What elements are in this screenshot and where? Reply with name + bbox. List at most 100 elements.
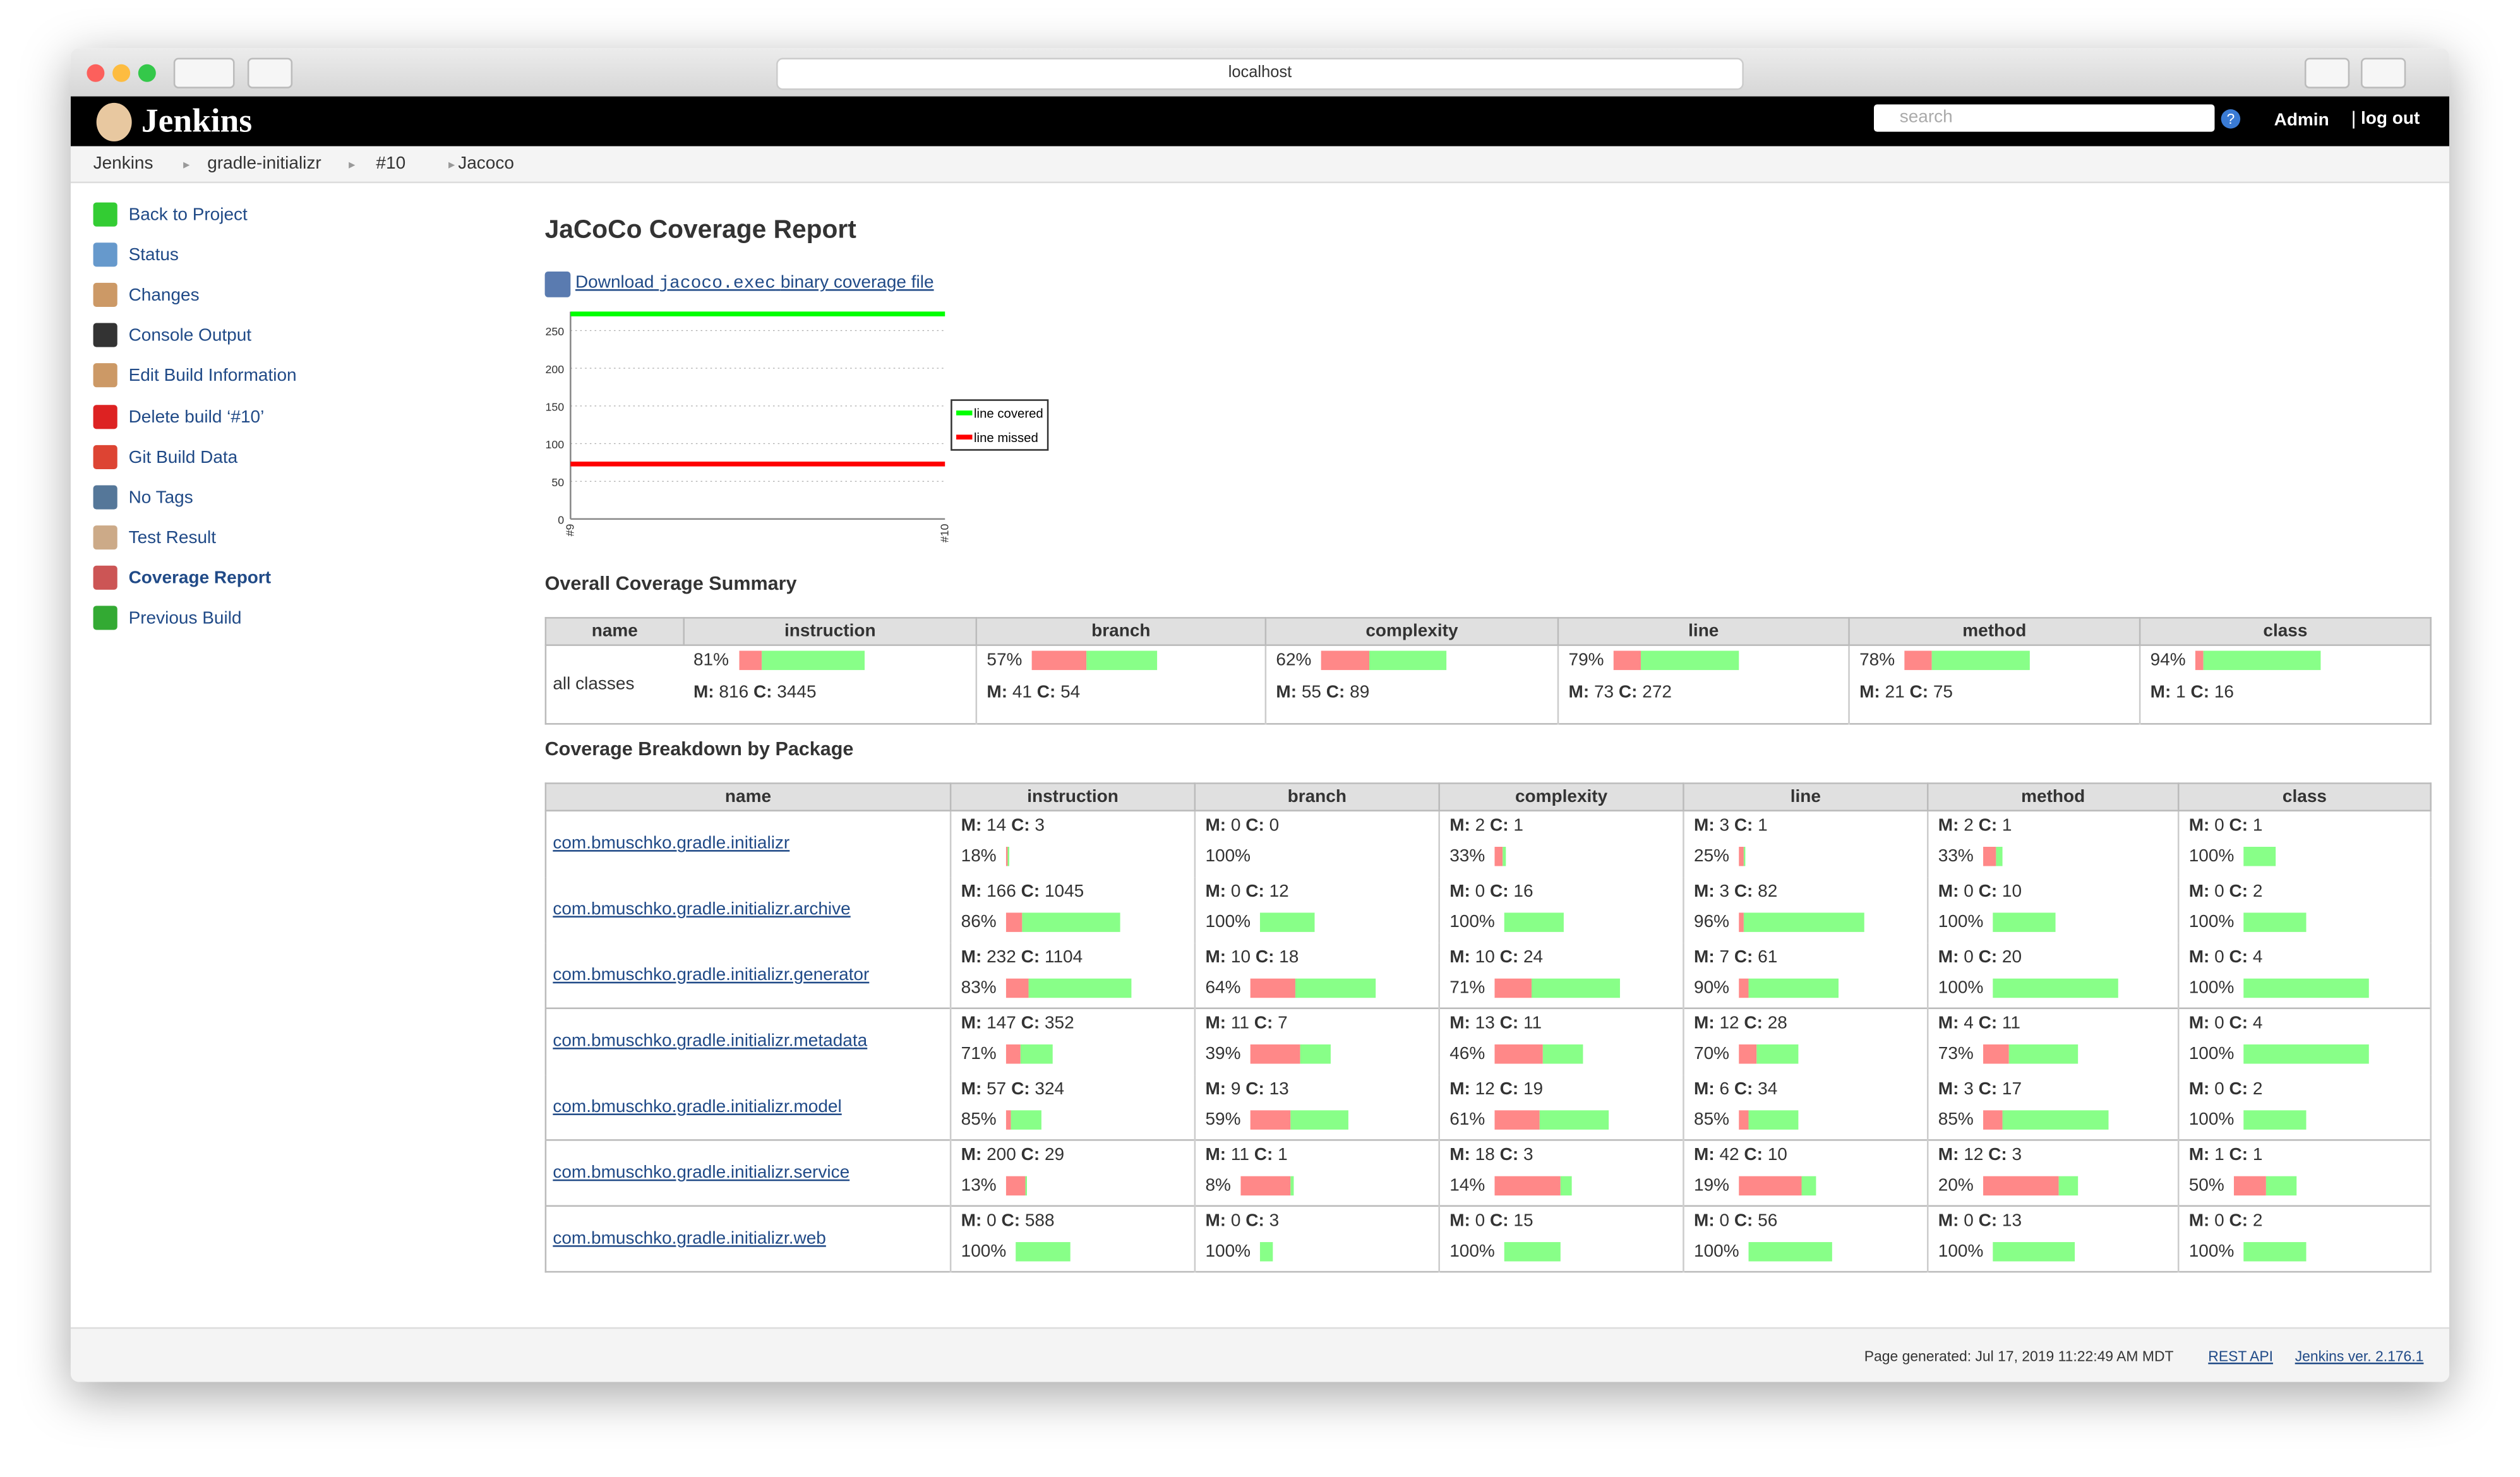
covered-count: 61	[1758, 947, 1777, 967]
missed-count: 0	[1475, 882, 1485, 901]
column-header[interactable]: line	[1683, 783, 1928, 810]
sidebar-label[interactable]: Status	[129, 246, 179, 266]
section-title: Coverage Breakdown by Package	[545, 738, 854, 760]
missed-count: 1	[2176, 683, 2186, 702]
sidebar-item[interactable]: No Tags	[129, 488, 193, 508]
label: C:	[2229, 816, 2248, 836]
package-link[interactable]: com.bmuschko.gradle.initializr.service	[553, 1163, 849, 1183]
column-header[interactable]: complexity	[1266, 618, 1558, 645]
column-header[interactable]: branch	[1195, 783, 1439, 810]
pct-line: 19%	[1694, 1176, 1917, 1196]
covered-count: 29	[1045, 1145, 1064, 1165]
sidebar-item[interactable]: Git Build Data	[129, 448, 238, 467]
missed-count: 0	[1231, 1212, 1241, 1231]
bar-covered	[1020, 1044, 1053, 1064]
sidebar-label[interactable]: Edit Build Information	[129, 367, 297, 386]
column-header[interactable]: instruction	[684, 618, 976, 645]
pct-line: 50%	[2189, 1176, 2420, 1196]
column-header[interactable]: class	[2140, 618, 2431, 645]
coverage-bar	[1993, 978, 2118, 998]
sidebar-item[interactable]: Console Output	[129, 326, 252, 346]
covered-count: 10	[1768, 1145, 1787, 1165]
sidebar-icon	[93, 203, 117, 227]
percent: 20%	[1938, 1176, 1974, 1196]
column-header[interactable]: name	[546, 783, 951, 810]
package-link[interactable]: com.bmuschko.gradle.initializr.metadata	[553, 1032, 867, 1051]
percent: 50%	[2189, 1176, 2224, 1196]
coverage-bar	[738, 651, 863, 671]
pct-line: 62%	[1276, 651, 1547, 683]
label: C:	[1021, 947, 1040, 967]
sidebar-item[interactable]: Changes	[129, 286, 200, 306]
percent: 100%	[1938, 978, 1984, 997]
sidebar-label[interactable]: Delete build ‘#10’	[129, 407, 265, 427]
bar-covered	[1748, 1109, 1797, 1129]
label: C:	[1734, 947, 1753, 967]
package-link[interactable]: com.bmuschko.gradle.initializr	[553, 834, 789, 854]
sidebar-item[interactable]: Status	[129, 246, 179, 266]
sidebar-label[interactable]: Previous Build	[129, 609, 242, 628]
column-header[interactable]: method	[1849, 618, 2140, 645]
sidebar-item[interactable]: Back to Project	[129, 206, 248, 225]
package-link[interactable]: com.bmuschko.gradle.initializr.web	[553, 1229, 826, 1249]
package-link[interactable]: com.bmuschko.gradle.initializr.model	[553, 1097, 841, 1116]
sidebar-item[interactable]: Previous Build	[129, 609, 242, 628]
rest-api-link[interactable]: REST API	[2208, 1348, 2273, 1364]
sidebar-item[interactable]: Edit Build Information	[129, 367, 297, 386]
missed-count: 41	[1012, 683, 1032, 702]
column-header[interactable]: branch	[976, 618, 1266, 645]
missed-count: 14	[987, 816, 1006, 836]
missed-count: 3	[1719, 882, 1729, 901]
coverage-bar	[1321, 651, 1446, 671]
sidebar-label[interactable]: Test Result	[129, 529, 216, 548]
label: M:	[1205, 1145, 1226, 1165]
covered-count: 75	[1933, 683, 1953, 702]
covered-count: 588	[1025, 1212, 1055, 1231]
count-line: M: 2 C: 1	[1938, 816, 2168, 847]
sidebar-item[interactable]: Delete build ‘#10’	[129, 407, 265, 427]
count-line: M: 11 C: 7	[1205, 1014, 1429, 1044]
pct-line: 100%	[2189, 847, 2420, 866]
missed-count: 0	[1964, 947, 1974, 967]
version-link[interactable]: Jenkins ver. 2.176.1	[2295, 1348, 2424, 1364]
sidebar-label[interactable]: Coverage Report	[129, 569, 272, 589]
pct-line: 64%	[1205, 978, 1429, 997]
sidebar-item[interactable]: Coverage Report	[129, 569, 272, 589]
footer: Page generated: Jul 17, 2019 11:22:49 AM…	[71, 1327, 2449, 1382]
package-link[interactable]: com.bmuschko.gradle.initializr.archive	[553, 900, 850, 919]
covered-count: 11	[2002, 1014, 2020, 1034]
coverage-bar	[1504, 912, 1563, 931]
column-header[interactable]: complexity	[1439, 783, 1684, 810]
label: M:	[1276, 683, 1297, 702]
column-header[interactable]: class	[2178, 783, 2431, 810]
covered-count: 19	[1523, 1079, 1543, 1099]
column-header[interactable]: method	[1928, 783, 2178, 810]
column-header[interactable]: instruction	[951, 783, 1195, 810]
covered-count: 3445	[777, 683, 816, 702]
column-header[interactable]: name	[546, 618, 684, 645]
page-generated: Page generated: Jul 17, 2019 11:22:49 AM…	[1864, 1348, 2174, 1364]
count-line: M: 10 C: 24	[1449, 947, 1673, 978]
label: M:	[1569, 683, 1590, 702]
sidebar-label[interactable]: Back to Project	[129, 206, 248, 225]
column-header[interactable]: line	[1558, 618, 1849, 645]
sidebar-item[interactable]: Test Result	[129, 529, 216, 548]
bar-covered	[1502, 847, 1506, 866]
sidebar-label[interactable]: Git Build Data	[129, 448, 238, 467]
sidebar-label[interactable]: No Tags	[129, 488, 193, 508]
sidebar-icon	[93, 364, 117, 388]
sidebar-label[interactable]: Changes	[129, 286, 200, 306]
label: C:	[1245, 882, 1264, 901]
sidebar-label[interactable]: Console Output	[129, 326, 252, 346]
pct-line: 20%	[1938, 1176, 2168, 1196]
missed-count: 42	[1719, 1145, 1739, 1165]
coverage-bar	[1614, 651, 1739, 671]
package-link[interactable]: com.bmuschko.gradle.initializr.generator	[553, 966, 869, 985]
